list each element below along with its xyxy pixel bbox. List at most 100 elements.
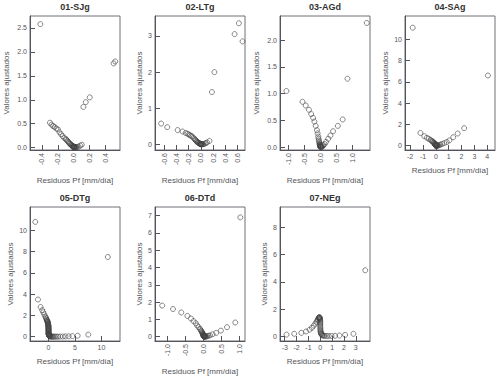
svg-text:03-AGd: 03-AGd <box>309 2 341 12</box>
svg-text:0.0: 0.0 <box>70 153 77 163</box>
svg-text:2: 2 <box>273 306 277 313</box>
svg-text:0.0: 0.0 <box>317 153 324 163</box>
svg-text:1.0: 1.0 <box>349 153 356 163</box>
svg-text:02-LTg: 02-LTg <box>186 2 215 12</box>
svg-text:1.0: 1.0 <box>17 96 27 103</box>
svg-text:8: 8 <box>273 224 277 231</box>
svg-text:2: 2 <box>342 344 346 351</box>
svg-text:1.0: 1.0 <box>267 90 277 97</box>
svg-text:0.5: 0.5 <box>17 120 27 127</box>
svg-text:0: 0 <box>23 333 27 340</box>
svg-text:Valores ajustados: Valores ajustados <box>260 243 269 306</box>
svg-text:7: 7 <box>148 212 152 219</box>
svg-text:0.2: 0.2 <box>210 153 217 163</box>
svg-text:-2: -2 <box>407 153 413 160</box>
svg-text:0: 0 <box>273 333 277 340</box>
svg-text:2: 2 <box>148 69 152 76</box>
svg-text:07-NEg: 07-NEg <box>309 193 340 203</box>
svg-text:10: 10 <box>19 227 27 234</box>
svg-text:Residuos Pf [mm/día]: Residuos Pf [mm/día] <box>287 357 363 366</box>
svg-text:4: 4 <box>485 153 489 160</box>
svg-text:0.0: 0.0 <box>17 144 27 151</box>
svg-text:0: 0 <box>434 153 438 160</box>
svg-text:Valores ajustados: Valores ajustados <box>135 52 144 115</box>
svg-text:6: 6 <box>398 78 402 85</box>
svg-text:1: 1 <box>148 316 152 323</box>
svg-text:Residuos Pf [mm/día]: Residuos Pf [mm/día] <box>162 367 238 376</box>
svg-text:3: 3 <box>148 32 152 39</box>
svg-text:4: 4 <box>273 278 277 285</box>
svg-text:Residuos Pf [mm/día]: Residuos Pf [mm/día] <box>37 176 113 185</box>
svg-text:10: 10 <box>394 36 402 43</box>
svg-text:0.4: 0.4 <box>102 153 109 163</box>
svg-text:2.0: 2.0 <box>267 37 277 44</box>
svg-text:-1.0: -1.0 <box>285 153 292 165</box>
svg-text:-0.5: -0.5 <box>301 153 308 165</box>
svg-text:-0.2: -0.2 <box>54 153 61 165</box>
svg-text:1.0: 1.0 <box>236 344 243 354</box>
svg-text:4: 4 <box>23 291 27 298</box>
svg-text:0.5: 0.5 <box>267 117 277 124</box>
svg-text:2.5: 2.5 <box>17 24 27 31</box>
svg-text:3: 3 <box>354 344 358 351</box>
svg-text:3: 3 <box>472 153 476 160</box>
svg-text:0.0: 0.0 <box>197 153 204 163</box>
svg-text:0.6: 0.6 <box>234 153 241 163</box>
svg-text:-0.4: -0.4 <box>38 153 45 165</box>
svg-text:-1.0: -1.0 <box>164 344 171 356</box>
svg-text:5: 5 <box>148 247 152 254</box>
svg-text:04-SAg: 04-SAg <box>434 2 465 12</box>
svg-text:6: 6 <box>273 251 277 258</box>
svg-text:2: 2 <box>460 153 464 160</box>
svg-text:1: 1 <box>330 344 334 351</box>
svg-text:0.0: 0.0 <box>267 144 277 151</box>
svg-text:Valores ajustados: Valores ajustados <box>252 52 261 115</box>
svg-text:-0.6: -0.6 <box>161 153 168 165</box>
svg-text:Residuos Pf [mm/día]: Residuos Pf [mm/día] <box>162 176 238 185</box>
svg-text:5: 5 <box>73 344 77 351</box>
svg-text:01-SJg: 01-SJg <box>60 2 90 12</box>
svg-text:Residuos Pf [mm/día]: Residuos Pf [mm/día] <box>412 166 488 175</box>
svg-text:05-DTg: 05-DTg <box>60 193 91 203</box>
svg-text:6: 6 <box>23 269 27 276</box>
svg-text:2: 2 <box>23 312 27 319</box>
svg-text:4: 4 <box>398 100 402 107</box>
svg-text:0: 0 <box>148 141 152 148</box>
svg-text:Valores ajustados: Valores ajustados <box>6 243 15 306</box>
svg-text:4: 4 <box>148 264 152 271</box>
svg-text:0: 0 <box>47 344 51 351</box>
svg-text:8: 8 <box>23 248 27 255</box>
svg-text:3: 3 <box>148 281 152 288</box>
svg-text:-1: -1 <box>305 344 311 351</box>
svg-text:06-DTd: 06-DTd <box>185 193 216 203</box>
svg-text:Valores ajustados: Valores ajustados <box>2 52 11 115</box>
svg-text:2: 2 <box>148 299 152 306</box>
svg-text:-0.5: -0.5 <box>182 344 189 356</box>
svg-text:0.4: 0.4 <box>222 153 229 163</box>
svg-text:Residuos Pf [mm/día]: Residuos Pf [mm/día] <box>37 357 113 366</box>
svg-text:8: 8 <box>398 57 402 64</box>
svg-text:-0.4: -0.4 <box>173 153 180 165</box>
svg-text:2: 2 <box>398 121 402 128</box>
svg-text:Residuos Pf [mm/día]: Residuos Pf [mm/día] <box>287 176 363 185</box>
svg-text:Valores ajustados: Valores ajustados <box>135 243 144 306</box>
svg-text:0.5: 0.5 <box>333 153 340 163</box>
svg-text:Valores ajustados: Valores ajustados <box>381 52 390 115</box>
svg-text:-3: -3 <box>282 344 288 351</box>
svg-text:1.5: 1.5 <box>17 72 27 79</box>
svg-text:1: 1 <box>148 105 152 112</box>
svg-text:10: 10 <box>98 344 106 351</box>
svg-text:0: 0 <box>318 344 322 351</box>
svg-text:0: 0 <box>398 142 402 149</box>
svg-text:0.0: 0.0 <box>200 344 207 354</box>
svg-text:6: 6 <box>148 229 152 236</box>
svg-text:0.5: 0.5 <box>218 344 225 354</box>
svg-text:0.2: 0.2 <box>86 153 93 163</box>
svg-text:-2: -2 <box>293 344 299 351</box>
svg-text:1: 1 <box>447 153 451 160</box>
svg-text:2.0: 2.0 <box>17 48 27 55</box>
svg-text:-1: -1 <box>420 153 426 160</box>
svg-text:1.5: 1.5 <box>267 63 277 70</box>
svg-text:-0.2: -0.2 <box>185 153 192 165</box>
svg-text:0: 0 <box>148 333 152 340</box>
